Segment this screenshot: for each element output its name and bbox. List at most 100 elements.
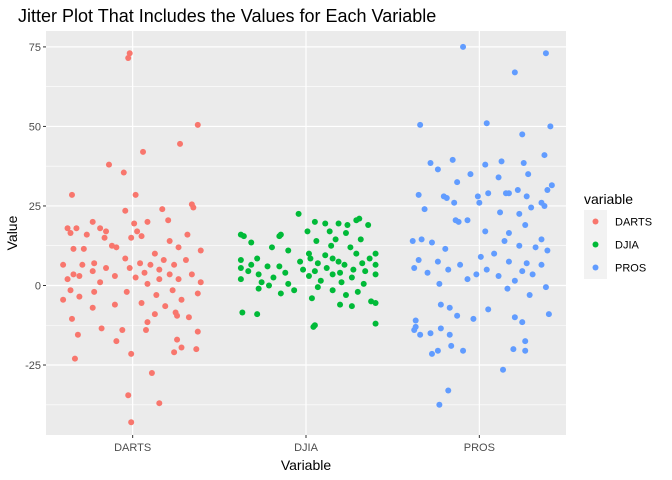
data-point xyxy=(91,288,98,295)
data-point xyxy=(120,169,127,176)
data-point xyxy=(445,387,452,394)
data-point xyxy=(522,338,529,345)
data-point xyxy=(328,242,335,249)
data-point xyxy=(174,312,181,319)
chart-title: Jitter Plot That Includes the Values for… xyxy=(18,6,436,26)
data-point xyxy=(97,225,104,232)
data-point xyxy=(538,261,545,268)
data-point xyxy=(532,244,539,251)
data-point xyxy=(248,239,255,246)
data-point xyxy=(372,250,379,257)
data-point xyxy=(184,231,191,238)
data-point xyxy=(446,331,453,338)
data-point xyxy=(520,160,527,167)
data-point xyxy=(338,279,345,286)
data-point xyxy=(437,301,444,308)
data-point xyxy=(544,247,551,254)
data-point xyxy=(254,311,261,318)
data-point xyxy=(353,250,360,257)
data-point xyxy=(148,369,155,376)
data-point xyxy=(437,325,444,332)
data-point xyxy=(156,266,163,273)
data-point xyxy=(305,250,312,257)
data-point xyxy=(502,190,509,197)
data-point xyxy=(464,276,471,283)
data-point xyxy=(542,284,549,291)
data-point xyxy=(132,191,139,198)
x-tick-label: PROS xyxy=(464,442,495,454)
data-point xyxy=(237,276,244,283)
data-point xyxy=(548,182,555,189)
data-point xyxy=(505,258,512,265)
data-point xyxy=(68,191,75,198)
data-point xyxy=(445,266,452,273)
data-point xyxy=(60,261,67,268)
data-point xyxy=(483,266,490,273)
data-point xyxy=(348,303,355,310)
data-point xyxy=(156,276,163,283)
data-point xyxy=(357,236,364,243)
data-point xyxy=(434,347,441,354)
data-point xyxy=(89,304,96,311)
data-point xyxy=(519,319,526,326)
data-point xyxy=(542,50,549,57)
data-point xyxy=(125,392,132,399)
data-point xyxy=(372,261,379,268)
data-point xyxy=(372,299,379,306)
data-point xyxy=(501,237,508,244)
data-point xyxy=(446,304,453,311)
data-point xyxy=(498,158,505,165)
data-point xyxy=(165,217,172,224)
data-point xyxy=(545,311,552,318)
data-point xyxy=(64,276,71,283)
data-point xyxy=(528,204,535,211)
data-point xyxy=(365,222,372,229)
data-point xyxy=(476,199,483,206)
data-point xyxy=(175,276,182,283)
data-point xyxy=(372,271,379,278)
data-point xyxy=(79,261,86,268)
data-point xyxy=(282,269,289,276)
data-point xyxy=(151,311,158,318)
data-point xyxy=(156,400,163,407)
data-point xyxy=(80,245,87,252)
data-point xyxy=(350,266,357,273)
data-point xyxy=(451,199,458,206)
data-point xyxy=(348,274,355,281)
data-point xyxy=(516,242,523,249)
data-point xyxy=(122,207,129,214)
data-point xyxy=(67,287,74,294)
y-tick-label: 25 xyxy=(29,201,41,213)
data-point xyxy=(360,280,367,287)
data-point xyxy=(505,230,512,236)
data-point xyxy=(166,271,173,278)
data-point xyxy=(297,258,304,265)
data-point xyxy=(322,220,329,227)
data-point xyxy=(97,279,104,286)
data-point xyxy=(335,258,342,265)
data-point xyxy=(329,271,336,278)
data-point xyxy=(144,319,151,326)
data-point xyxy=(128,234,135,241)
data-point xyxy=(70,245,77,252)
data-point xyxy=(126,264,133,271)
data-point xyxy=(497,209,504,216)
data-point xyxy=(159,206,166,213)
data-point xyxy=(411,264,418,271)
data-point xyxy=(245,268,252,275)
data-point xyxy=(254,255,261,262)
data-point xyxy=(519,131,526,138)
data-point xyxy=(128,350,135,357)
data-point xyxy=(101,234,108,241)
data-point xyxy=(314,260,321,267)
data-point xyxy=(132,274,139,281)
data-point xyxy=(495,272,502,279)
data-point xyxy=(311,268,318,275)
data-point xyxy=(427,160,434,167)
data-point xyxy=(428,239,435,246)
data-point xyxy=(113,244,120,251)
data-point xyxy=(171,261,178,268)
data-point xyxy=(178,296,185,303)
data-point xyxy=(460,43,467,50)
data-point xyxy=(467,171,474,178)
